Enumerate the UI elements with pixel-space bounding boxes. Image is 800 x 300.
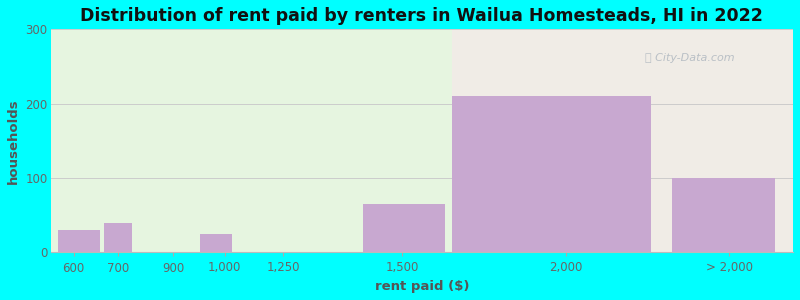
- Bar: [452, 96, 651, 253]
- Text: ⓘ City-Data.com: ⓘ City-Data.com: [645, 53, 734, 63]
- Bar: [58, 230, 100, 253]
- Bar: [363, 204, 445, 253]
- Bar: [200, 234, 232, 253]
- Bar: [50, 29, 452, 253]
- X-axis label: rent paid ($): rent paid ($): [374, 280, 469, 293]
- Y-axis label: households: households: [7, 98, 20, 184]
- Bar: [672, 178, 775, 253]
- Bar: [452, 29, 793, 253]
- Bar: [104, 223, 132, 253]
- Title: Distribution of rent paid by renters in Wailua Homesteads, HI in 2022: Distribution of rent paid by renters in …: [80, 7, 763, 25]
